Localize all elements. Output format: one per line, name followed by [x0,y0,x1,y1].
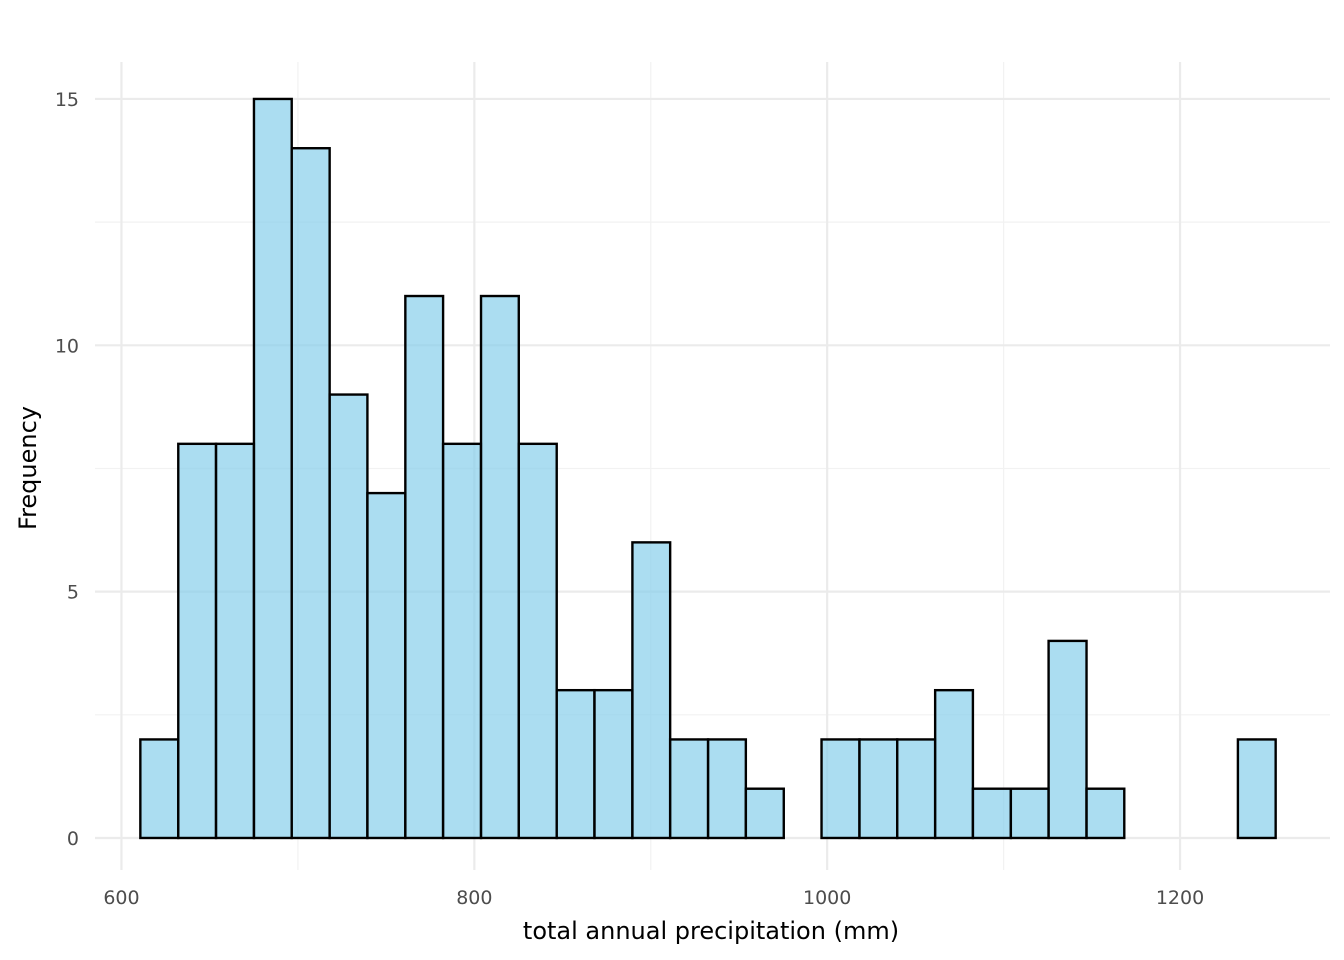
histogram-bar [593,688,634,840]
y-axis-title: Frequency [14,406,42,530]
histogram-bar [933,688,975,840]
histogram-bar [668,738,710,840]
histogram-bar [1047,639,1088,840]
y-tick-label: 5 [67,582,79,604]
y-axis-tick-labels: 0 5 10 15 [55,89,79,850]
histogram-bar [706,738,748,840]
x-tick-label: 1200 [1156,887,1204,909]
x-tick-label: 800 [456,887,492,909]
histogram-bar [290,147,331,840]
histogram-bar [744,787,785,840]
histogram-bar [252,97,293,840]
histogram-bar [631,541,672,840]
histogram-bar [404,294,445,840]
y-tick-label: 15 [55,89,79,111]
histogram-bar [971,787,1013,840]
x-tick-label: 600 [103,887,139,909]
y-tick-label: 10 [55,335,79,357]
histogram-bar [1085,787,1126,840]
histogram-bar [214,442,256,840]
y-tick-label: 0 [67,828,79,850]
x-axis-tick-labels: 600 800 1000 1200 [103,887,1204,909]
histogram-bar [441,442,483,840]
histogram-bar [517,442,558,840]
x-axis-title: total annual precipitation (mm) [523,917,899,945]
histogram-bar [1236,738,1277,840]
histogram-bar [139,738,180,840]
x-tick-label: 1000 [803,887,851,909]
histogram-bar [479,294,520,840]
histogram-bar [858,738,899,840]
histogram-bar [328,393,369,840]
histogram-bar [177,442,218,840]
histogram-bar [555,688,596,840]
histogram-bar [896,738,937,840]
histogram-bar [1009,787,1050,840]
histogram-bars [139,97,1277,840]
histogram-bar [820,738,861,840]
histogram-bar [366,491,407,840]
